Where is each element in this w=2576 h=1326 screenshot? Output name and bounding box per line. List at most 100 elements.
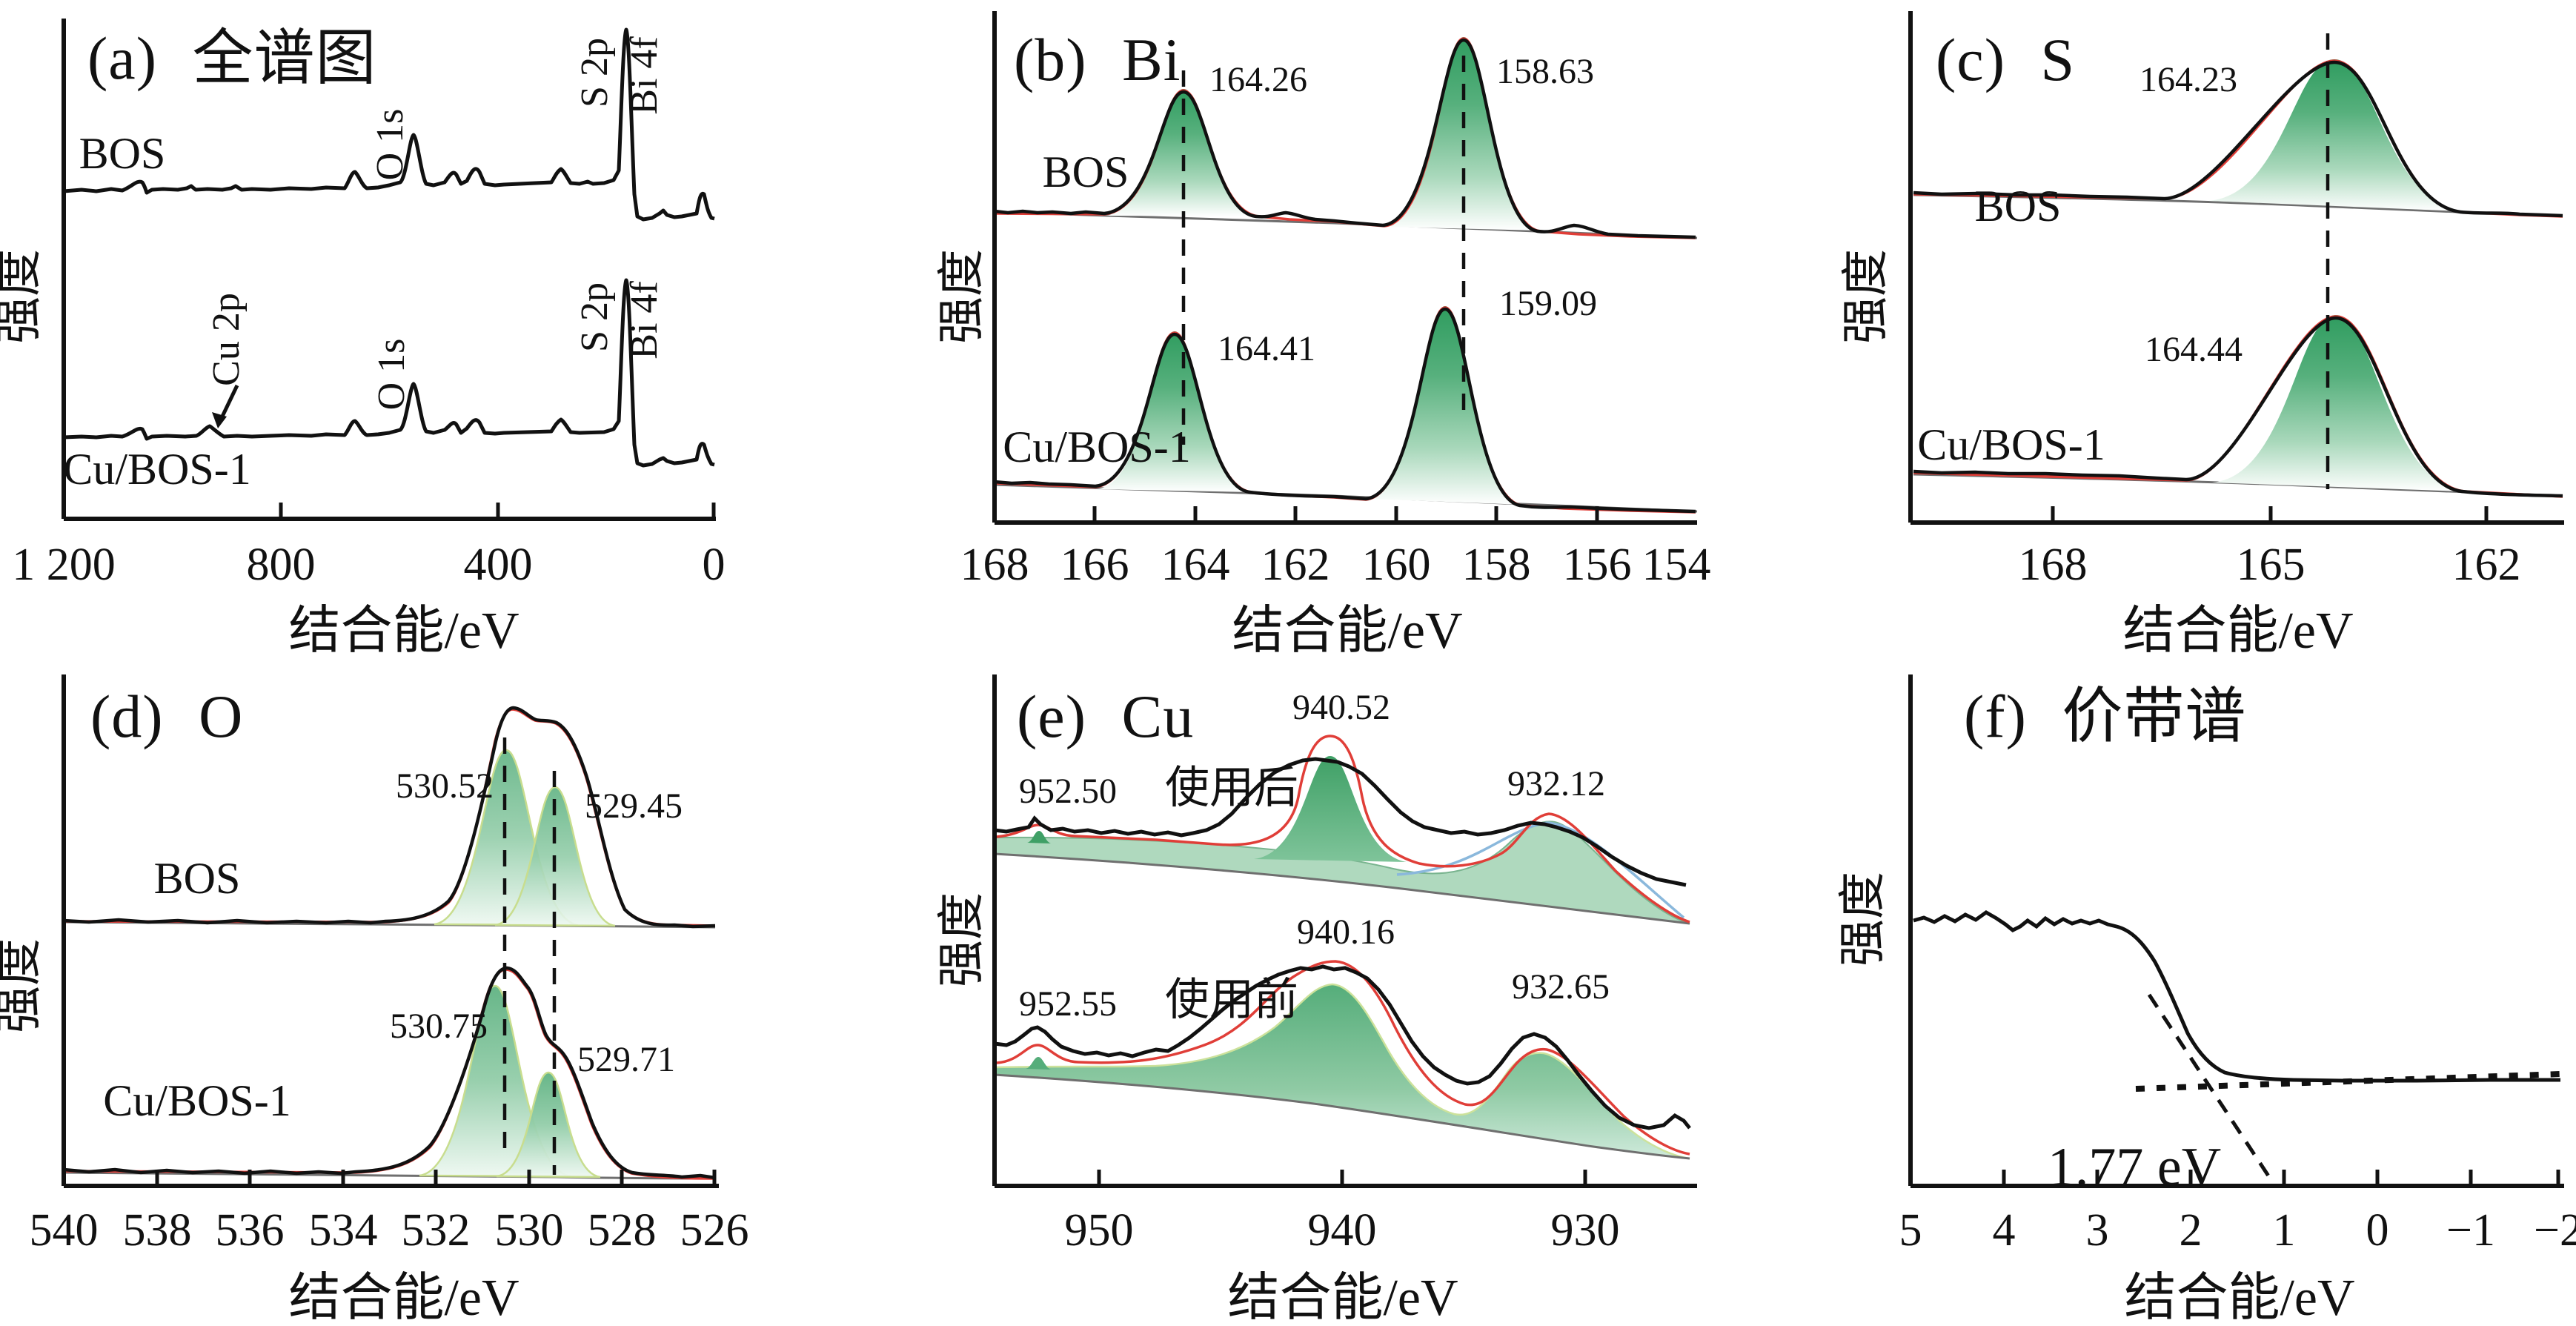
panel-c-ylabel: 强度 [1839, 249, 1892, 344]
survey-curve-cubos [63, 278, 715, 468]
x-tick-label: 930 [1550, 1205, 1620, 1256]
data-curve-d-top [63, 706, 716, 929]
panel-a-xlabel: 结合能/eV [288, 603, 519, 660]
dashed-edge-line-f [2147, 993, 2271, 1179]
peak-annotation: 952.55 [1019, 984, 1117, 1024]
panel-f-tick-marks [2002, 1170, 2560, 1186]
x-tick-label: 156 [1562, 540, 1632, 590]
baseline-e-bottom [994, 1073, 1690, 1160]
curve-label-bos: BOS [1974, 182, 2062, 231]
panel-b-tick-marks [1092, 506, 1599, 523]
curve-label-cubos: Cu/BOS-1 [1003, 422, 1191, 471]
peak-fill-b-bottom-2 [1367, 306, 1523, 505]
curve-label-before-use: 使用前 [1165, 975, 1298, 1024]
panel-a-plot [62, 19, 716, 521]
x-tick-label: 166 [1060, 540, 1129, 590]
curve-label-cubos: Cu/BOS-1 [103, 1076, 291, 1125]
x-tick-label: 162 [2451, 540, 2521, 590]
cu2p-arrow-head [212, 412, 227, 428]
panel-d-axes [62, 674, 719, 1188]
peak-fill-c-top [2208, 59, 2462, 211]
dashed-baseline-f [2135, 1071, 2561, 1092]
panel-d-xlabel: 结合能/eV [288, 1270, 519, 1326]
x-tick-label: 1 [2272, 1205, 2296, 1256]
x-tick-label: 534 [308, 1205, 378, 1256]
panel-e-ylabel: 强度 [935, 892, 988, 987]
survey-curve-bos [63, 27, 715, 222]
peak-annotation: 164.41 [1218, 329, 1315, 368]
x-tick-label: 0 [702, 540, 726, 590]
peak-label-bi4f-top: Bi 4f [623, 36, 665, 115]
peak-annotation: 164.26 [1209, 60, 1307, 99]
x-tick-label: 164 [1161, 540, 1230, 590]
component-line-blue-e-top [1396, 821, 1685, 919]
x-tick-label: 4 [1992, 1205, 2016, 1256]
data-curve-b-bottom [994, 307, 1696, 514]
peak-label-s2p-top: S 2p [574, 38, 616, 107]
x-tick-label: −2 [2534, 1205, 2576, 1256]
peak-fill-e-top-952 [1027, 831, 1051, 843]
peak-fill-e-bottom-952 [1026, 1057, 1051, 1070]
x-tick-label: 2 [2179, 1205, 2202, 1256]
panel-e-axes [992, 674, 1697, 1188]
panel-e-title: (e) Cu [1017, 683, 1195, 750]
peak-annotation: 529.45 [585, 786, 683, 826]
peak-annotation: 159.09 [1499, 284, 1597, 323]
peak-fill-c-bottom [2212, 315, 2463, 491]
peak-label-o1s-top: O 1s [369, 108, 411, 181]
peak-label-o1s-bottom: O 1s [371, 338, 413, 411]
peak-fill-e-top-main [1254, 756, 1407, 862]
curve-label-cubos: Cu/BOS-1 [1917, 420, 2105, 469]
band-gap-annotation: 1.77 eV [2047, 1137, 2222, 1198]
data-curve-c-top [1913, 60, 2563, 218]
peak-annotation: 932.12 [1507, 764, 1605, 803]
baseline-e-top [994, 852, 1690, 925]
x-tick-label: 940 [1307, 1205, 1377, 1256]
data-curve-b-top [994, 38, 1696, 239]
panel-c-plot [1908, 11, 2564, 525]
curve-label-bos: BOS [1042, 147, 1129, 196]
panel-f-plot [1908, 674, 2564, 1188]
panel-d-ylabel: 强度 [0, 938, 45, 1033]
peak-annotation: 932.65 [1512, 967, 1610, 1007]
x-tick-label: 528 [587, 1205, 657, 1256]
x-tick-label: 400 [463, 540, 533, 590]
x-tick-label: 538 [122, 1205, 192, 1256]
curve-label-bos: BOS [79, 129, 166, 178]
panel-c-title: (c) S [1936, 26, 2076, 93]
panel-a-tick-marks [279, 503, 716, 519]
baseline-d-bottom [63, 1171, 716, 1180]
panel-b-ylabel: 强度 [935, 249, 988, 344]
cu2p-arrow-line [219, 384, 239, 421]
x-tick-label: 162 [1261, 540, 1330, 590]
panel-f-axes [1908, 674, 2564, 1188]
peak-label-cu2p: Cu 2p [205, 293, 248, 386]
x-tick-label: 158 [1461, 540, 1531, 590]
x-tick-label: 0 [2366, 1205, 2389, 1256]
peak-fill-b-top-2 [1386, 37, 1541, 231]
panel-f-title: (f) 价带谱 [1964, 683, 2247, 750]
peak-annotation: 530.75 [390, 1007, 488, 1046]
panel-a-title: (a) 全谱图 [87, 24, 377, 92]
panel-e-plot [992, 674, 1697, 1188]
panel-e-xlabel: 结合能/eV [1227, 1270, 1458, 1326]
curve-label-after-use: 使用后 [1165, 763, 1298, 812]
peak-annotation: 530.52 [396, 766, 494, 806]
x-tick-label: 154 [1641, 540, 1711, 590]
panel-e-tick-marks [1097, 1170, 1587, 1186]
panel-c-axes [1908, 11, 2564, 525]
x-tick-label: 540 [29, 1205, 99, 1256]
x-tick-label: 3 [2085, 1205, 2109, 1256]
peak-label-bi4f-bottom: Bi 4f [623, 281, 665, 359]
x-tick-label: 532 [401, 1205, 471, 1256]
x-tick-label: 168 [960, 540, 1029, 590]
data-curve-e-top [994, 757, 1687, 887]
x-tick-label: 1 200 [12, 540, 116, 590]
x-tick-label: −1 [2446, 1205, 2495, 1256]
x-tick-label: 800 [246, 540, 316, 590]
panel-d-tick-marks [155, 1170, 717, 1186]
fit-line-e-top [996, 735, 1690, 924]
x-tick-label: 165 [2236, 540, 2306, 590]
